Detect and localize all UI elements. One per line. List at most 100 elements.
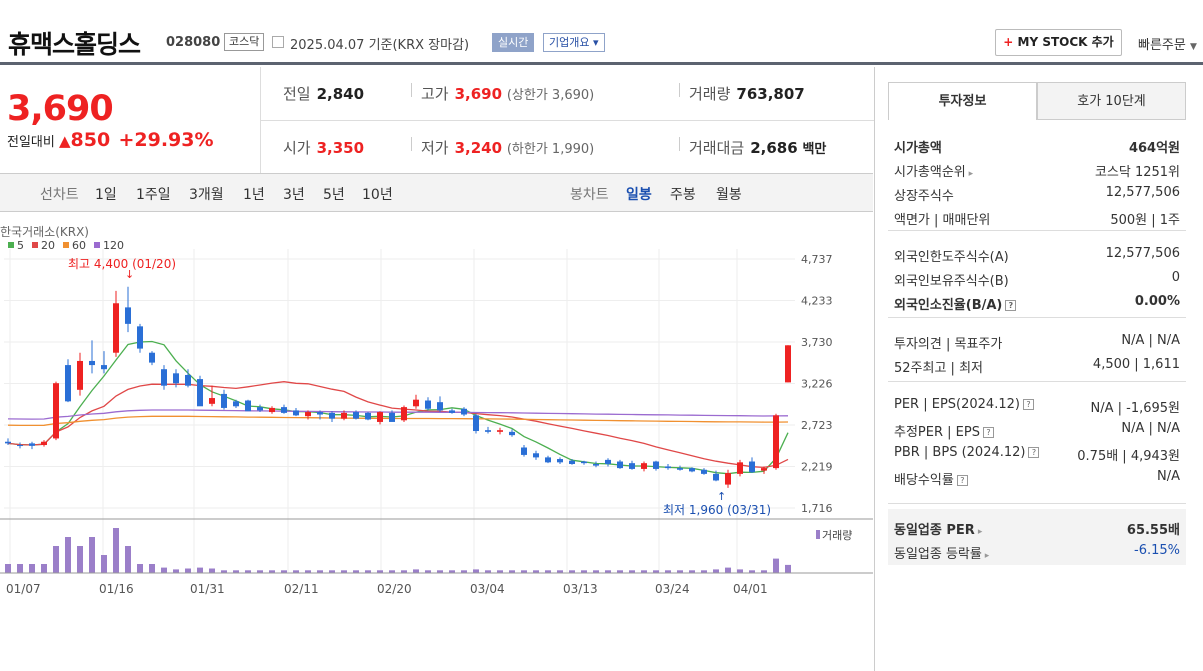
ma-legend-label: 5	[17, 239, 24, 252]
low-price: 3,240	[454, 139, 503, 157]
help-icon[interactable]: ?	[982, 427, 994, 438]
volume-bar	[329, 570, 335, 573]
tab-daily[interactable]: 일봉	[626, 187, 652, 203]
volume-bar	[761, 570, 767, 573]
volume-bar	[473, 569, 479, 573]
info-label: 액면가 | 매매단위	[894, 213, 991, 228]
ma-legend-label: 120	[103, 239, 124, 252]
candle-body	[545, 457, 551, 463]
tab-3month[interactable]: 3개월	[189, 187, 224, 203]
volume-bar	[521, 570, 527, 573]
price-change: 전일대비 ▲850 +29.93%	[7, 129, 214, 151]
candle-body	[353, 412, 359, 419]
candle-body	[689, 468, 695, 472]
candlestick-chart: 한국거래소(KRX) 5 20 60 120 4,737 4,233 3,730 3,226…	[0, 225, 873, 596]
divider	[888, 381, 1186, 382]
candle-body	[461, 408, 467, 415]
volume-bar	[785, 564, 791, 573]
quick-order-button[interactable]: 빠른주문 ▼	[1138, 34, 1197, 53]
ma-legend-swatch	[32, 242, 38, 248]
industry-label[interactable]: 동일업종 PER ▸	[894, 523, 983, 538]
industry-row: 동일업종 등락률 ▸ -6.15%	[894, 541, 1180, 562]
candle-body	[665, 466, 671, 469]
info-value: N/A | N/A	[1121, 333, 1180, 348]
tab-invest-info[interactable]: 투자정보	[888, 82, 1037, 120]
volume-bar	[509, 570, 515, 573]
info-label: PBR | BPS (2024.12)?	[894, 445, 1040, 460]
volume-bar	[149, 564, 155, 573]
volume-bar	[245, 570, 251, 573]
quote-panel: 3,690 전일대비 ▲850 +29.93% 전일 2,840 고가 3,690 …	[0, 67, 874, 174]
volume-bar	[41, 564, 47, 573]
company-overview-button[interactable]: 기업개요 ▾	[543, 33, 605, 52]
industry-label[interactable]: 동일업종 등락률 ▸	[894, 547, 990, 562]
candle-body	[173, 373, 179, 384]
mystock-add-button[interactable]: + MY STOCK 추가	[995, 29, 1122, 56]
candle-body	[197, 379, 203, 407]
candle-body	[725, 473, 731, 485]
help-icon[interactable]: ?	[956, 475, 968, 486]
info-row: 배당수익률? N/A	[894, 467, 1180, 488]
chevron-down-icon: ▼	[1189, 42, 1197, 52]
ma-line	[7, 409, 789, 420]
volume-bar	[497, 570, 503, 573]
info-value: 12,577,506	[1105, 246, 1180, 261]
tab-weekly[interactable]: 주봉	[670, 187, 696, 203]
info-row: 액면가 | 매매단위 500원 | 1주	[894, 207, 1180, 228]
volume-bar	[749, 570, 755, 573]
realtime-button[interactable]: 실시간	[492, 33, 535, 52]
low-label: 저가	[421, 139, 449, 157]
candle-body	[113, 303, 119, 353]
open-price: 3,350	[316, 139, 365, 157]
amount-value: 2,686	[750, 139, 798, 157]
candle-body	[377, 412, 383, 422]
ma-legend-label: 60	[72, 239, 86, 252]
help-icon[interactable]: ?	[1005, 300, 1017, 311]
volume-bar	[401, 570, 407, 573]
candle-body	[221, 393, 227, 408]
tab-hoga[interactable]: 호가 10단계	[1037, 82, 1186, 120]
candle-body	[497, 430, 503, 432]
tab-monthly[interactable]: 월봉	[716, 187, 742, 203]
y-tick-label: 4,737	[801, 253, 833, 266]
volume-legend-swatch	[816, 530, 820, 539]
candle-body	[785, 345, 791, 383]
volume-bar	[101, 555, 107, 573]
info-row: 외국인소진율(B/A)? 0.00%	[894, 292, 1180, 313]
help-icon[interactable]: ?	[1028, 447, 1040, 458]
tab-1year[interactable]: 1년	[243, 187, 265, 203]
volume-bar	[185, 568, 191, 573]
volume-bar	[545, 570, 551, 573]
candle-body	[749, 461, 755, 473]
date-text: 2025.04.07 기준(KRX 장마감)	[290, 38, 470, 53]
y-tick-label: 2,219	[801, 461, 833, 474]
volume-bar	[173, 569, 179, 573]
volume-bar	[413, 569, 419, 573]
volume-value: 763,807	[736, 85, 805, 103]
help-icon[interactable]: ?	[1022, 399, 1034, 410]
tab-5year[interactable]: 5년	[323, 187, 345, 203]
volume-bar	[77, 546, 83, 573]
candle-body	[77, 360, 83, 390]
info-value: 12,577,506	[1105, 185, 1180, 200]
candle-body	[245, 400, 251, 412]
ma-line	[7, 340, 789, 475]
volume-bar	[713, 569, 719, 573]
ma-line	[7, 415, 789, 427]
info-row: 시가총액순위 ▸ 코스닥 1251위	[894, 159, 1180, 180]
company-overview-label: 기업개요	[549, 36, 590, 49]
prev-label: 전일	[283, 85, 311, 103]
candle-body	[449, 410, 455, 413]
tab-3year[interactable]: 3년	[283, 187, 305, 203]
volume-bar	[89, 537, 95, 573]
high-label: 고가	[421, 85, 449, 103]
info-value: 0.75배 | 4,943원	[1077, 449, 1180, 464]
chevron-right-icon[interactable]: ▸	[965, 169, 974, 179]
volume-bar	[269, 570, 275, 573]
candle-body	[641, 463, 647, 469]
tab-10year[interactable]: 10년	[362, 187, 393, 203]
volume-label: 거래량	[689, 85, 731, 103]
volume-bar	[701, 570, 707, 573]
tab-1day[interactable]: 1일	[95, 187, 117, 203]
tab-1week[interactable]: 1주일	[136, 187, 171, 203]
